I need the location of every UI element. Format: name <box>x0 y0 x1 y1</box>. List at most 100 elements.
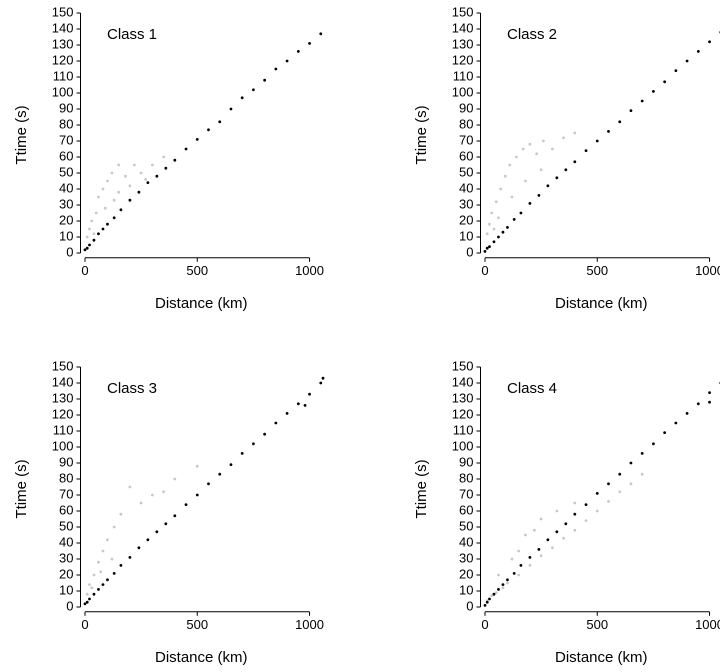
point <box>218 472 222 476</box>
x-axis-label: Distance (km) <box>155 295 248 312</box>
point <box>564 168 568 172</box>
point <box>128 184 132 188</box>
point <box>510 195 514 199</box>
x-axis-label: Distance (km) <box>555 295 648 312</box>
y-tick-label: 110 <box>53 68 74 83</box>
point <box>640 472 644 476</box>
x-tick-label: 1000 <box>295 617 324 632</box>
point <box>607 130 610 133</box>
point <box>128 556 132 559</box>
point <box>195 138 199 141</box>
point <box>263 432 267 436</box>
point <box>252 442 255 446</box>
y-tick-label: 50 <box>59 518 73 533</box>
y-tick-label: 120 <box>52 52 74 67</box>
y-tick-label: 140 <box>52 374 74 389</box>
y-tick-label: 80 <box>59 116 73 131</box>
point <box>528 202 532 205</box>
x-tick-label: 500 <box>586 263 608 278</box>
point <box>88 597 91 601</box>
point <box>501 230 505 234</box>
point <box>562 136 565 140</box>
x-tick-label: 1000 <box>295 263 324 278</box>
point <box>696 50 700 53</box>
point <box>640 452 644 455</box>
y-tick-label: 40 <box>459 534 473 549</box>
point <box>94 211 98 215</box>
point <box>240 452 244 455</box>
y-tick-label: 40 <box>459 180 473 195</box>
point <box>128 485 132 489</box>
y-tick-label: 60 <box>59 502 73 517</box>
point <box>539 517 543 521</box>
point <box>97 232 100 236</box>
y-tick-label: 50 <box>459 164 473 179</box>
x-tick-label: 500 <box>586 617 608 632</box>
point <box>184 147 188 151</box>
point <box>539 168 543 172</box>
point <box>503 174 507 178</box>
point <box>106 578 109 582</box>
point <box>584 503 588 506</box>
x-tick-label: 1000 <box>695 617 720 632</box>
point <box>207 128 210 132</box>
point <box>106 179 109 183</box>
point <box>492 240 496 244</box>
point <box>550 546 554 550</box>
point <box>137 190 141 194</box>
y-tick-label: 140 <box>452 374 474 389</box>
point <box>112 572 116 575</box>
point <box>564 522 568 526</box>
y-tick-label: 0 <box>466 244 473 259</box>
point <box>97 195 100 199</box>
point <box>88 243 91 247</box>
point <box>139 171 143 175</box>
point <box>483 604 487 607</box>
y-tick-label: 80 <box>459 116 473 131</box>
point <box>550 147 554 151</box>
point <box>173 158 177 162</box>
y-tick-label: 30 <box>459 196 473 211</box>
point <box>640 99 644 103</box>
point <box>618 120 622 124</box>
point <box>119 564 123 567</box>
point <box>524 179 527 183</box>
y-tick-label: 30 <box>59 550 73 565</box>
y-tick-label: 110 <box>53 422 74 437</box>
point <box>708 391 711 394</box>
point <box>584 149 588 153</box>
y-tick-label: 60 <box>459 148 473 163</box>
point <box>85 592 89 596</box>
point <box>696 402 700 406</box>
point <box>119 208 123 212</box>
y-tick-label: 60 <box>59 148 73 163</box>
y-tick-label: 40 <box>59 534 73 549</box>
point <box>515 155 518 159</box>
point <box>573 528 577 532</box>
y-tick-label: 0 <box>66 244 73 259</box>
y-tick-label: 10 <box>59 582 73 597</box>
point <box>110 171 114 175</box>
point <box>137 546 141 550</box>
y-tick-label: 50 <box>459 518 473 533</box>
point <box>285 59 289 63</box>
point <box>164 166 168 170</box>
y-tick-label: 150 <box>452 358 474 373</box>
point <box>562 536 565 540</box>
point <box>607 482 610 486</box>
point <box>490 211 494 215</box>
point <box>321 376 325 380</box>
y-tick-label: 70 <box>459 486 473 501</box>
point <box>88 227 91 231</box>
point <box>303 404 307 407</box>
point <box>263 78 267 82</box>
x-tick-label: 0 <box>81 263 88 278</box>
y-tick-label: 90 <box>59 100 73 115</box>
y-tick-label: 100 <box>52 438 74 453</box>
point <box>162 155 165 159</box>
point <box>103 206 107 210</box>
point <box>510 557 514 561</box>
